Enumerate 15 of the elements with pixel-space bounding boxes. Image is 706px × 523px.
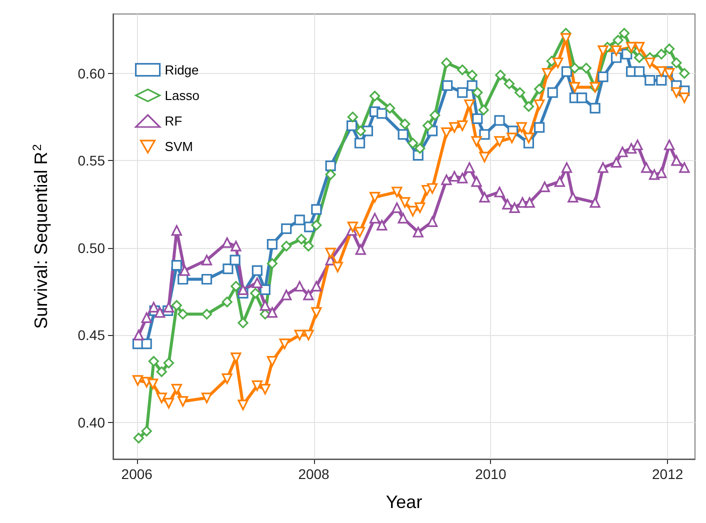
y-tick-label: 0.40: [78, 414, 106, 430]
y-tick-label: 0.45: [78, 327, 106, 344]
x-tick-label: 2008: [298, 466, 330, 482]
legend-label: SVM: [164, 139, 193, 154]
legend-label: Ridge: [164, 62, 199, 78]
y-tick-label: 0.60: [78, 65, 106, 82]
y-tick-label: 0.50: [78, 240, 106, 256]
x-tick-label: 2010: [475, 466, 506, 482]
legend-label: RF: [164, 114, 182, 128]
x-tick-label: 2012: [652, 466, 684, 482]
y-axis-title: Survival: Sequential R2: [30, 144, 51, 329]
x-tick-label: 2006: [121, 466, 153, 482]
x-axis-title: Year: [386, 492, 422, 512]
legend-label: Lasso: [164, 88, 200, 103]
y-tick-label: 0.55: [78, 152, 106, 169]
